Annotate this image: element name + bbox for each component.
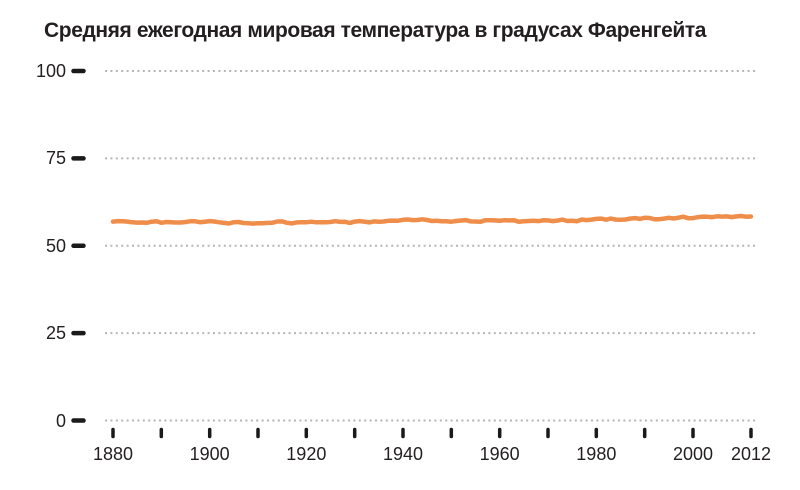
- x-tick-label: 1900: [189, 444, 230, 464]
- x-tick-label: 1880: [92, 444, 134, 464]
- y-tick-label: 50: [45, 235, 66, 256]
- temperature-line: [110, 213, 754, 226]
- x-tick-label: 1960: [479, 444, 520, 464]
- chart-title: Средняя ежегодная мировая температура в …: [44, 19, 707, 42]
- y-tick-label: 100: [35, 61, 66, 81]
- x-tick-label: 1980: [576, 444, 617, 464]
- y-tick-label: 25: [45, 323, 66, 344]
- x-tick-label: 1940: [382, 444, 424, 464]
- y-tick-label: 75: [45, 148, 66, 169]
- x-tick-label: 2012: [730, 444, 772, 464]
- y-tick-label: 0: [55, 410, 66, 431]
- x-tick-label: 1920: [286, 444, 327, 464]
- x-tick-label: 2000: [672, 444, 714, 464]
